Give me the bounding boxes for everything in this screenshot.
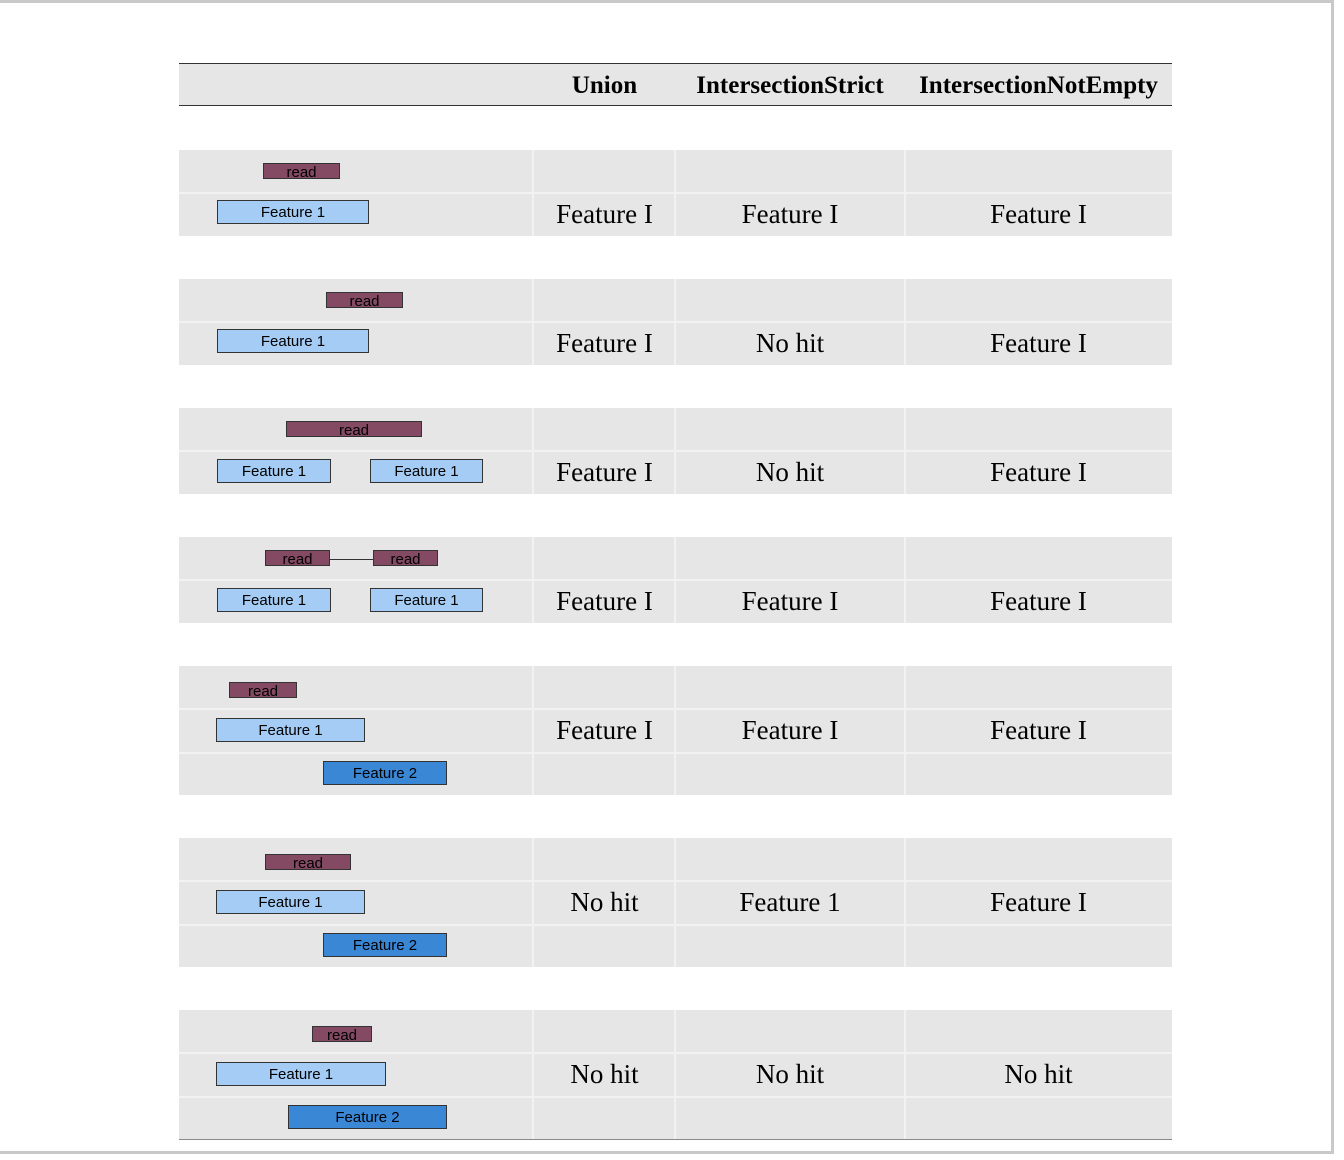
feature-1-bar: Feature 1	[370, 459, 483, 483]
intersection-strict-result: Feature I	[741, 586, 839, 616]
feature-1-bar: Feature 1	[217, 588, 331, 612]
column-header-union: Union	[571, 72, 638, 99]
feature-1-bar: Feature 1	[216, 1062, 386, 1086]
table-row: read Feature 1 Feature I Feature I Featu…	[179, 150, 1172, 236]
intersection-strict-result: No hit	[755, 328, 825, 358]
intersection-strict-result: No hit	[755, 1059, 825, 1089]
union-result: Feature I	[556, 715, 653, 745]
feature-1-bar: Feature 1	[217, 200, 369, 224]
read-pair-connector	[330, 559, 373, 560]
union-result: Feature I	[556, 328, 653, 358]
intersection-strict-result: No hit	[755, 457, 825, 487]
read-bar: read	[312, 1026, 372, 1044]
intersection-not-empty-result: Feature I	[990, 328, 1087, 358]
union-result: Feature I	[556, 199, 653, 229]
table-row: read Feature 1 Feature 2 Feature I Featu…	[179, 666, 1172, 795]
union-result: No hit	[570, 887, 639, 917]
feature-1-bar: Feature 1	[216, 718, 365, 742]
table-row: read Feature 1 Feature I No hit Feature …	[179, 279, 1172, 365]
intersection-strict-result: Feature I	[741, 199, 839, 229]
table-row: read Feature 1 Feature 2 No hit No hit N…	[179, 1010, 1172, 1140]
union-result: Feature I	[556, 457, 653, 487]
feature-1-bar: Feature 1	[217, 329, 369, 353]
read-bar: read	[263, 163, 340, 181]
read-bar: read	[373, 550, 438, 568]
feature-2-bar: Feature 2	[288, 1105, 447, 1129]
intersection-strict-result: Feature 1	[739, 887, 841, 917]
feature-1-bar: Feature 1	[370, 588, 483, 612]
intersection-not-empty-result: Feature I	[990, 586, 1087, 616]
feature-1-bar: Feature 1	[217, 459, 331, 483]
intersection-not-empty-result: Feature I	[990, 715, 1087, 745]
table-header: Union IntersectionStrict IntersectionNot…	[179, 63, 1172, 106]
table-row: read Feature 1 Feature 1 Feature I No hi…	[179, 408, 1172, 494]
intersection-not-empty-result: No hit	[1004, 1059, 1073, 1089]
union-result: Feature I	[556, 586, 653, 616]
read-bar: read	[265, 550, 330, 568]
column-header-intersection-strict: IntersectionStrict	[696, 72, 884, 99]
feature-1-bar: Feature 1	[216, 890, 365, 914]
intersection-not-empty-result: Feature I	[990, 199, 1087, 229]
read-bar: read	[286, 421, 422, 439]
read-bar: read	[265, 854, 351, 872]
union-result: No hit	[570, 1059, 639, 1089]
read-bar: read	[326, 292, 403, 310]
table-row: read read Feature 1 Feature 1 Feature I …	[179, 537, 1172, 623]
intersection-strict-result: Feature I	[741, 715, 839, 745]
feature-2-bar: Feature 2	[323, 761, 447, 785]
read-bar: read	[229, 682, 297, 700]
column-header-intersection-not-empty: IntersectionNotEmpty	[919, 72, 1158, 99]
table-row: read Feature 1 Feature 2 No hit Feature …	[179, 838, 1172, 967]
feature-2-bar: Feature 2	[323, 933, 447, 957]
intersection-not-empty-result: Feature I	[990, 887, 1087, 917]
intersection-not-empty-result: Feature I	[990, 457, 1087, 487]
